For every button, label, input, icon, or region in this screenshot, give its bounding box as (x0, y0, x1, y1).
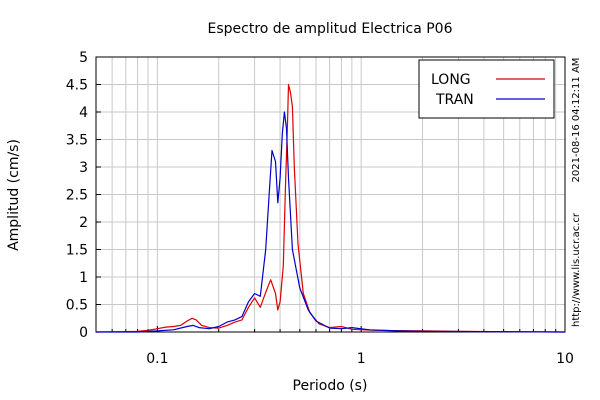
y-tick-label: 4.5 (66, 78, 88, 94)
website-text: http://www.lis.ucr.ac.cr (571, 212, 582, 327)
legend: LONG TRAN (418, 59, 555, 119)
y-axis-label: Amplitud (cm/s) (6, 139, 22, 251)
y-tick-label: 0.5 (66, 298, 88, 314)
y-tick-label: 2 (79, 215, 88, 231)
legend-label-tran: TRAN (435, 92, 474, 108)
y-tick-label: 1.5 (66, 243, 88, 259)
x-axis: 0.1 1 10 (146, 351, 574, 367)
timestamp-text: 2021-08-16 04:12:11 AM (571, 58, 582, 183)
x-axis-label: Periodo (s) (293, 378, 368, 394)
y-tick-label: 1 (79, 270, 88, 286)
y-tick-label: 2.5 (66, 188, 88, 204)
x-tick-label: 10 (556, 351, 574, 367)
y-tick-label: 3 (79, 160, 88, 176)
x-tick-label: 0.1 (146, 351, 168, 367)
x-tick-label: 1 (357, 351, 366, 367)
y-tick-label: 0 (79, 325, 88, 341)
series-lines (95, 83, 566, 333)
y-tick-label: 4 (79, 105, 88, 121)
legend-box (418, 59, 555, 119)
y-axis: 0 0.5 1 1.5 2 2.5 3 3.5 4 4.5 5 (66, 50, 88, 341)
chart-title: Espectro de amplitud Electrica P06 (208, 21, 453, 37)
y-tick-label: 3.5 (66, 133, 88, 149)
legend-label-long: LONG (431, 72, 471, 88)
plot-area-frame (95, 56, 566, 333)
y-tick-label: 5 (79, 50, 88, 66)
series-line-long (95, 83, 566, 333)
series-line-tran (96, 111, 566, 333)
